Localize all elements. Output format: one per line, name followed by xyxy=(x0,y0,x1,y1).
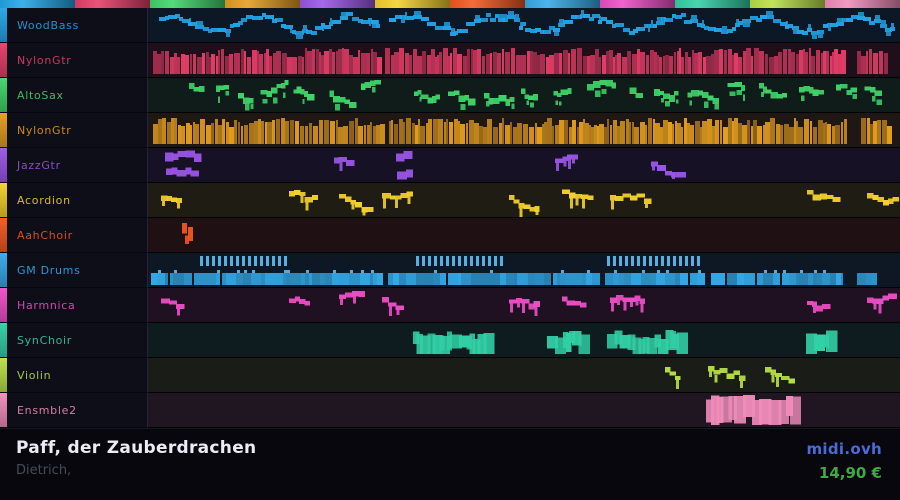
track-row: GM Drums xyxy=(0,253,900,288)
track-name: Harmnica xyxy=(17,298,76,312)
track-name: AltoSax xyxy=(17,88,64,102)
track-lane-woodbass-1[interactable] xyxy=(148,8,900,43)
track-name: SynChoir xyxy=(17,333,73,347)
track-color-stripe xyxy=(0,358,7,392)
track-color-swatch xyxy=(525,0,600,8)
track-row: JazzGtr xyxy=(0,148,900,183)
track-lane-violin-11[interactable] xyxy=(148,358,900,393)
track-row: Violin xyxy=(0,358,900,393)
track-name: NylonGtr xyxy=(17,53,72,67)
track-name: JazzGtr xyxy=(17,158,61,172)
price-label: 14,90 € xyxy=(818,464,882,482)
track-name: NylonGtr xyxy=(17,123,72,137)
sidebar-item-woodbass-1[interactable]: WoodBass xyxy=(0,8,148,43)
track-color-swatch xyxy=(225,0,300,8)
midi-note-clips xyxy=(151,256,877,285)
track-lane-jazzgtr-5[interactable] xyxy=(148,148,900,183)
track-color-stripe xyxy=(0,183,7,217)
track-lane-acordion-6[interactable] xyxy=(148,183,900,218)
track-color-stripe xyxy=(0,253,7,287)
track-color-stripe xyxy=(0,288,7,322)
midi-note-clips xyxy=(159,10,895,39)
track-color-stripe xyxy=(0,148,7,182)
midi-note-clips xyxy=(153,118,892,144)
track-color-stripe xyxy=(0,393,7,427)
track-lane-aahchoir-7[interactable] xyxy=(148,218,900,253)
sidebar-item-altosax-3[interactable]: AltoSax xyxy=(0,78,148,113)
track-lane-gmdrums-8[interactable] xyxy=(148,253,900,288)
track-row: Ensmble2 xyxy=(0,393,900,428)
track-lane-ensmble2-12[interactable] xyxy=(148,393,900,428)
track-row: Harmnica xyxy=(0,288,900,323)
track-name: Violin xyxy=(17,368,52,382)
track-color-swatch xyxy=(450,0,525,8)
track-row: NylonGtr xyxy=(0,43,900,78)
midi-note-clips xyxy=(706,395,802,425)
track-lane-harmnica-9[interactable] xyxy=(148,288,900,323)
track-color-swatch xyxy=(750,0,825,8)
track-color-stripe xyxy=(0,218,7,252)
track-row: Acordion xyxy=(0,183,900,218)
track-name: Ensmble2 xyxy=(17,403,77,417)
brand-link[interactable]: midi.ovh xyxy=(806,440,882,458)
sidebar-item-nylongtr-2[interactable]: NylonGtr xyxy=(0,43,148,78)
track-row: AahChoir xyxy=(0,218,900,253)
track-lane-altosax-3[interactable] xyxy=(148,78,900,113)
track-lane-nylongtr-4[interactable] xyxy=(148,113,900,148)
track-color-swatch xyxy=(825,0,900,8)
track-name: WoodBass xyxy=(17,18,80,32)
sidebar-item-nylongtr-4[interactable]: NylonGtr xyxy=(0,113,148,148)
track-color-swatch xyxy=(600,0,675,8)
track-color-strip xyxy=(0,0,900,8)
track-color-swatch xyxy=(150,0,225,8)
track-name: GM Drums xyxy=(17,263,81,277)
song-title: Paff, der Zauberdrachen xyxy=(16,438,257,458)
track-color-stripe xyxy=(0,113,7,147)
sidebar-item-harmnica-9[interactable]: Harmnica xyxy=(0,288,148,323)
track-row: SynChoir xyxy=(0,323,900,358)
track-lane-synchoir-10[interactable] xyxy=(148,323,900,358)
track-color-stripe xyxy=(0,78,7,112)
midi-note-clips xyxy=(165,150,687,180)
track-color-swatch xyxy=(300,0,375,8)
track-row: WoodBass xyxy=(0,8,900,43)
track-color-stripe xyxy=(0,323,7,357)
midi-note-clips xyxy=(189,80,883,111)
midi-note-clips xyxy=(161,291,897,316)
midi-note-clips xyxy=(161,189,899,217)
track-color-stripe xyxy=(0,43,7,77)
midi-note-clips xyxy=(153,48,888,74)
track-row: NylonGtr xyxy=(0,113,900,148)
midi-note-clips xyxy=(182,222,193,245)
sidebar-item-ensmble2-12[interactable]: Ensmble2 xyxy=(0,393,148,428)
track-name: AahChoir xyxy=(17,228,73,242)
sidebar-item-synchoir-10[interactable]: SynChoir xyxy=(0,323,148,358)
footer-panel: Paff, der Zauberdrachen Dietrich, midi.o… xyxy=(0,428,900,500)
sidebar-item-jazzgtr-5[interactable]: JazzGtr xyxy=(0,148,148,183)
track-color-swatch xyxy=(375,0,450,8)
track-lane-nylongtr-2[interactable] xyxy=(148,43,900,78)
song-artist: Dietrich, xyxy=(16,463,72,478)
midi-note-clips xyxy=(665,365,795,390)
midi-note-clips xyxy=(413,330,838,354)
sidebar-item-violin-11[interactable]: Violin xyxy=(0,358,148,393)
track-color-swatch xyxy=(0,0,75,8)
sidebar-item-gmdrums-8[interactable]: GM Drums xyxy=(0,253,148,288)
footer-right: midi.ovh 14,90 € xyxy=(806,440,882,482)
track-row: AltoSax xyxy=(0,78,900,113)
track-name: Acordion xyxy=(17,193,71,207)
track-color-swatch xyxy=(675,0,750,8)
track-color-swatch xyxy=(75,0,150,8)
track-color-stripe xyxy=(0,8,7,42)
track-list: WoodBass NylonGtr AltoSax NylonGtr JazzGtr Ac… xyxy=(0,8,900,428)
sidebar-item-aahchoir-7[interactable]: AahChoir xyxy=(0,218,148,253)
sidebar-item-acordion-6[interactable]: Acordion xyxy=(0,183,148,218)
